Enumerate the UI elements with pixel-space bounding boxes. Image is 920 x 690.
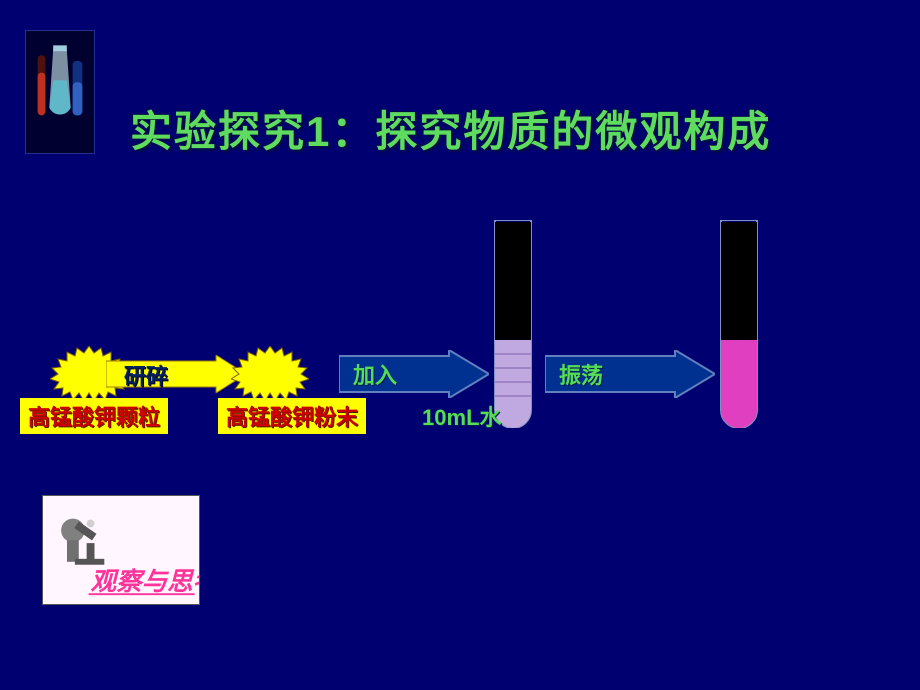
add-arrow: 加入 — [339, 350, 489, 398]
observe-think-card: 观察与思考 — [42, 495, 200, 605]
powder-label: 高锰酸钾粉末 — [218, 398, 366, 434]
test-tube-before — [489, 220, 537, 428]
labels-row: 高锰酸钾颗粒 高锰酸钾粉末 10mL水 — [20, 398, 502, 434]
add-label: 加入 — [353, 358, 397, 390]
grind-arrow: 研碎 — [106, 355, 246, 393]
starburst-powder — [231, 346, 309, 402]
test-tube-after — [715, 220, 763, 428]
observe-think-text: 观察与思考 — [91, 567, 199, 596]
page-title: 实验探究1：探究物质的微观构成 — [130, 98, 771, 159]
shake-arrow: 振荡 — [545, 350, 715, 398]
beaker-icon — [25, 30, 95, 154]
shake-label: 振荡 — [559, 358, 603, 390]
water-label: 10mL水 — [422, 400, 501, 432]
granule-label: 高锰酸钾颗粒 — [20, 398, 168, 434]
grind-label: 研碎 — [124, 359, 168, 391]
